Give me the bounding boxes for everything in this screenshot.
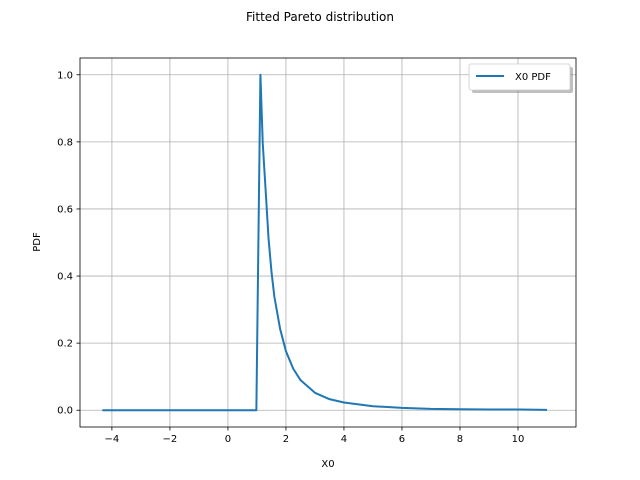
y-axis-label: PDF xyxy=(32,232,43,252)
y-tick-label: 0.2 xyxy=(57,339,73,350)
y-tick-label: 1.0 xyxy=(57,70,73,81)
legend-box xyxy=(468,63,571,91)
x-tick-label: 0 xyxy=(225,434,231,445)
plot-area xyxy=(102,73,548,412)
series-line-x0-pdf xyxy=(102,73,548,412)
chart-title: Fitted Pareto distribution xyxy=(246,10,394,24)
legend-label: X0 PDF xyxy=(515,72,551,83)
ticks: −4 −2 0 2 4 6 8 10 0.0 0.2 0.4 0.6 0.8 1.0 xyxy=(57,70,524,445)
x-tick-label: 6 xyxy=(399,434,405,445)
x-tick-label: −4 xyxy=(105,434,120,445)
x-tick-label: 2 xyxy=(283,434,289,445)
x-tick-label: −2 xyxy=(163,434,178,445)
y-tick-label: 0.6 xyxy=(57,204,73,215)
x-tick-label: 4 xyxy=(341,434,347,445)
x-tick-label: 8 xyxy=(457,434,463,445)
y-tick-label: 0.0 xyxy=(57,406,73,417)
legend: X0 PDF xyxy=(468,63,573,93)
axes-frame xyxy=(79,57,577,428)
y-tick-label: 0.4 xyxy=(57,272,73,283)
y-tick-label: 0.8 xyxy=(57,137,73,148)
x-axis-label: X0 xyxy=(321,459,334,470)
x-tick-label: 10 xyxy=(512,434,525,445)
